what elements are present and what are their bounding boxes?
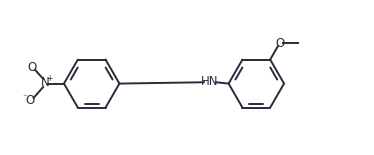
Text: +: + xyxy=(46,74,52,83)
Text: O: O xyxy=(27,61,37,74)
Text: ⁻: ⁻ xyxy=(22,93,27,102)
Text: HN: HN xyxy=(201,75,218,88)
Text: O: O xyxy=(275,37,284,50)
Text: O: O xyxy=(25,94,35,107)
Text: N: N xyxy=(40,76,49,89)
